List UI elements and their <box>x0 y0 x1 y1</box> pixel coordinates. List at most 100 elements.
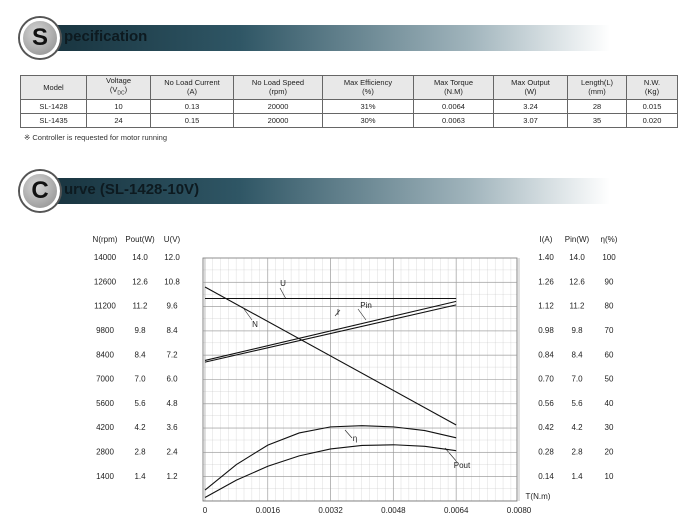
header-unit: (%) <box>362 87 374 97</box>
axis-title: N(rpm) <box>93 235 118 244</box>
y-tick-label: 2.8 <box>134 448 146 457</box>
header-unit: (rpm) <box>269 87 287 97</box>
y-tick-label: 2800 <box>96 448 114 457</box>
y-tick-label: 7.0 <box>134 375 146 384</box>
axis-title: Pin(W) <box>565 235 590 244</box>
y-tick-label: 0.56 <box>538 399 554 408</box>
header-unit: ) <box>124 85 128 94</box>
y-tick-label: 30 <box>605 423 614 432</box>
header-letter: S <box>20 18 60 58</box>
header-text: No Load Current <box>164 78 220 88</box>
y-tick-label: 1400 <box>96 472 114 481</box>
curve-label: Pout <box>454 461 471 470</box>
y-tick-label: 70 <box>605 326 614 335</box>
axis-title: η(%) <box>601 235 618 244</box>
x-tick-label: 0.0016 <box>256 506 281 515</box>
y-tick-label: 2.8 <box>571 448 583 457</box>
curve <box>204 286 457 426</box>
header-text: Voltage <box>105 76 132 85</box>
y-tick-label: 5600 <box>96 399 114 408</box>
x-tick-label: 0.0048 <box>381 506 406 515</box>
y-tick-label: 1.4 <box>571 472 583 481</box>
y-tick-label: 1.2 <box>166 472 178 481</box>
y-tick-label: 7000 <box>96 375 114 384</box>
axis-title: U(V) <box>164 235 181 244</box>
curve-label: U <box>280 279 286 288</box>
curve-label: I <box>337 308 339 317</box>
header-unit: (A) <box>187 87 197 97</box>
header-title: pecification <box>64 28 148 45</box>
y-tick-label: 20 <box>605 448 614 457</box>
x-tick-label: 0.0064 <box>444 506 469 515</box>
header-unit: (W) <box>524 87 537 97</box>
y-tick-label: 12600 <box>94 277 117 286</box>
axis-title: Pout(W) <box>125 235 155 244</box>
y-tick-label: 0.84 <box>538 350 554 359</box>
header-letter: C <box>20 171 60 211</box>
x-tick-label: 0 <box>203 506 208 515</box>
x-axis-title: T(N.m) <box>526 492 551 501</box>
x-tick-label: 0.0032 <box>318 506 343 515</box>
y-tick-label: 11.2 <box>133 302 149 311</box>
curve-label: η <box>353 434 357 443</box>
y-tick-label: 14.0 <box>569 253 585 262</box>
curve-label: Pin <box>360 301 372 310</box>
curve <box>204 444 457 499</box>
y-tick-label: 0.42 <box>538 423 554 432</box>
y-tick-label: 80 <box>605 302 614 311</box>
y-tick-label: 9.6 <box>166 302 178 311</box>
y-tick-label: 50 <box>605 375 614 384</box>
axis-title: I(A) <box>540 235 553 244</box>
header-text: N.W. <box>643 78 661 88</box>
note: ※ Controller is requested for motor runn… <box>24 133 168 142</box>
header-unit: (N.M) <box>444 87 463 97</box>
y-tick-label: 9800 <box>96 326 114 335</box>
table-row: SL-1435 24 0.15 20000 30% 0.0063 3.07 35 0.020 <box>20 112 678 128</box>
y-tick-label: 40 <box>605 399 614 408</box>
curve <box>204 304 457 363</box>
y-tick-label: 100 <box>602 253 616 262</box>
y-tick-label: 8.4 <box>134 350 146 359</box>
y-tick-label: 1.4 <box>134 472 146 481</box>
header-text: Max Efficiency <box>343 78 393 88</box>
y-tick-label: 1.40 <box>538 253 554 262</box>
header-row: Model Voltage (VDC) No Load Current (A) No Lo… <box>20 75 678 100</box>
y-tick-label: 5.6 <box>134 399 146 408</box>
header-text: Length(L) <box>580 78 614 88</box>
y-tick-label: 4.8 <box>166 399 178 408</box>
y-tick-label: 10 <box>605 472 614 481</box>
column-header: N.W. (Kg) <box>626 75 678 100</box>
y-tick-label: 9.8 <box>571 326 583 335</box>
y-tick-label: 14000 <box>94 253 117 262</box>
y-tick-label: 1.12 <box>538 302 554 311</box>
y-tick-label: 60 <box>605 350 614 359</box>
y-tick-label: 0.98 <box>538 326 554 335</box>
y-tick-label: 12.6 <box>569 277 585 286</box>
header-title: urve (SL-1428-10V) <box>64 181 200 198</box>
y-tick-label: 3.6 <box>166 423 178 432</box>
header-text: Max Torque <box>433 78 474 88</box>
column-header: Max Efficiency (%) <box>322 75 414 100</box>
y-tick-label: 12.0 <box>164 253 180 262</box>
y-tick-label: 4200 <box>96 423 114 432</box>
table-cell: 0.0063 <box>413 112 494 128</box>
y-tick-label: 14.0 <box>132 253 148 262</box>
column-header: Voltage (VDC) <box>86 75 151 100</box>
header-unit: (Kg) <box>644 87 660 97</box>
y-tick-label: 5.6 <box>571 399 583 408</box>
table-cell: 20000 <box>233 112 323 128</box>
y-tick-label: 0.70 <box>538 375 554 384</box>
curve-label: N <box>252 320 258 329</box>
header-unit-sub: DC <box>117 90 125 97</box>
y-tick-label: 90 <box>605 277 614 286</box>
header-text: Model <box>43 82 64 92</box>
y-tick-label: 0.28 <box>538 448 554 457</box>
curve-leaders <box>243 287 458 463</box>
y-tick-label: 9.8 <box>134 326 146 335</box>
curve <box>204 300 457 361</box>
y-tick-label: 11.2 <box>570 302 586 311</box>
header-bar <box>40 25 610 51</box>
y-tick-label: 10.8 <box>164 277 180 286</box>
y-tick-label: 0.14 <box>538 472 554 481</box>
